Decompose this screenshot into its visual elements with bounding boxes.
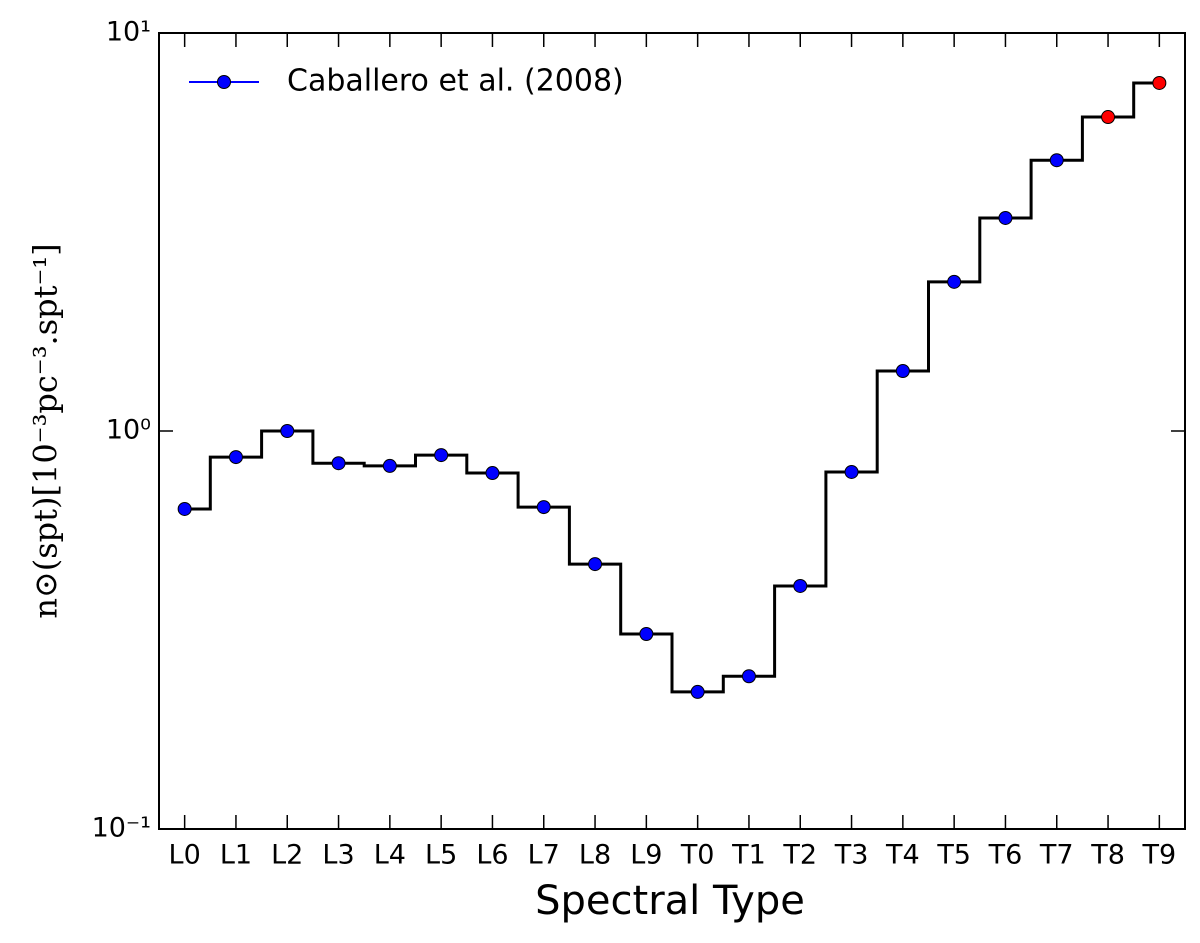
x-tick-label: T1	[731, 840, 766, 871]
x-tick-label: T9	[1142, 840, 1177, 871]
point	[228, 450, 243, 465]
point	[793, 578, 808, 593]
y-tick-label: 10⁻¹	[92, 813, 151, 844]
x-tick-label: T4	[885, 840, 920, 871]
x-axis-label: Spectral Type	[535, 878, 805, 924]
point	[331, 456, 346, 471]
x-tick-label: L3	[322, 840, 354, 871]
x-tick-label: T2	[782, 840, 817, 871]
legend-label: Caballero et al. (2008)	[287, 64, 624, 99]
point	[1049, 153, 1064, 168]
x-tick-label: T3	[834, 840, 869, 871]
plot-frame	[158, 32, 1186, 830]
point	[1152, 75, 1167, 90]
point	[844, 464, 859, 479]
x-tick-label: L6	[476, 840, 508, 871]
x-tick-label: T5	[936, 840, 971, 871]
point	[536, 500, 551, 515]
y-axis-label: n⊙(spt)[10⁻³pc⁻³.spt⁻¹]	[27, 243, 65, 618]
x-tick-label: T8	[1090, 840, 1125, 871]
x-tick-label: L2	[271, 840, 303, 871]
point	[895, 363, 910, 378]
x-tick-label: T7	[1039, 840, 1074, 871]
x-tick-label: T0	[680, 840, 715, 871]
step-line	[184, 81, 1160, 694]
y-tick-label: 10¹	[106, 17, 151, 48]
point	[280, 424, 295, 438]
point	[947, 274, 962, 289]
y-tick-label: 10⁰	[106, 415, 151, 446]
point	[382, 458, 397, 473]
x-tick-label: L0	[169, 840, 201, 871]
point	[1101, 110, 1116, 125]
x-tick-label: L5	[425, 840, 457, 871]
x-tick-label: L9	[630, 840, 662, 871]
point	[485, 466, 500, 481]
point	[741, 669, 756, 684]
x-tick-label: L8	[579, 840, 611, 871]
point	[177, 501, 192, 516]
point	[690, 684, 705, 699]
point	[434, 448, 449, 463]
x-tick-label: L4	[374, 840, 406, 871]
legend-marker	[217, 75, 231, 89]
point	[588, 557, 603, 572]
point	[639, 626, 654, 641]
point	[998, 210, 1013, 225]
x-tick-label: T6	[988, 840, 1023, 871]
x-tick-label: L7	[528, 840, 560, 871]
x-tick-label: L1	[220, 840, 252, 871]
